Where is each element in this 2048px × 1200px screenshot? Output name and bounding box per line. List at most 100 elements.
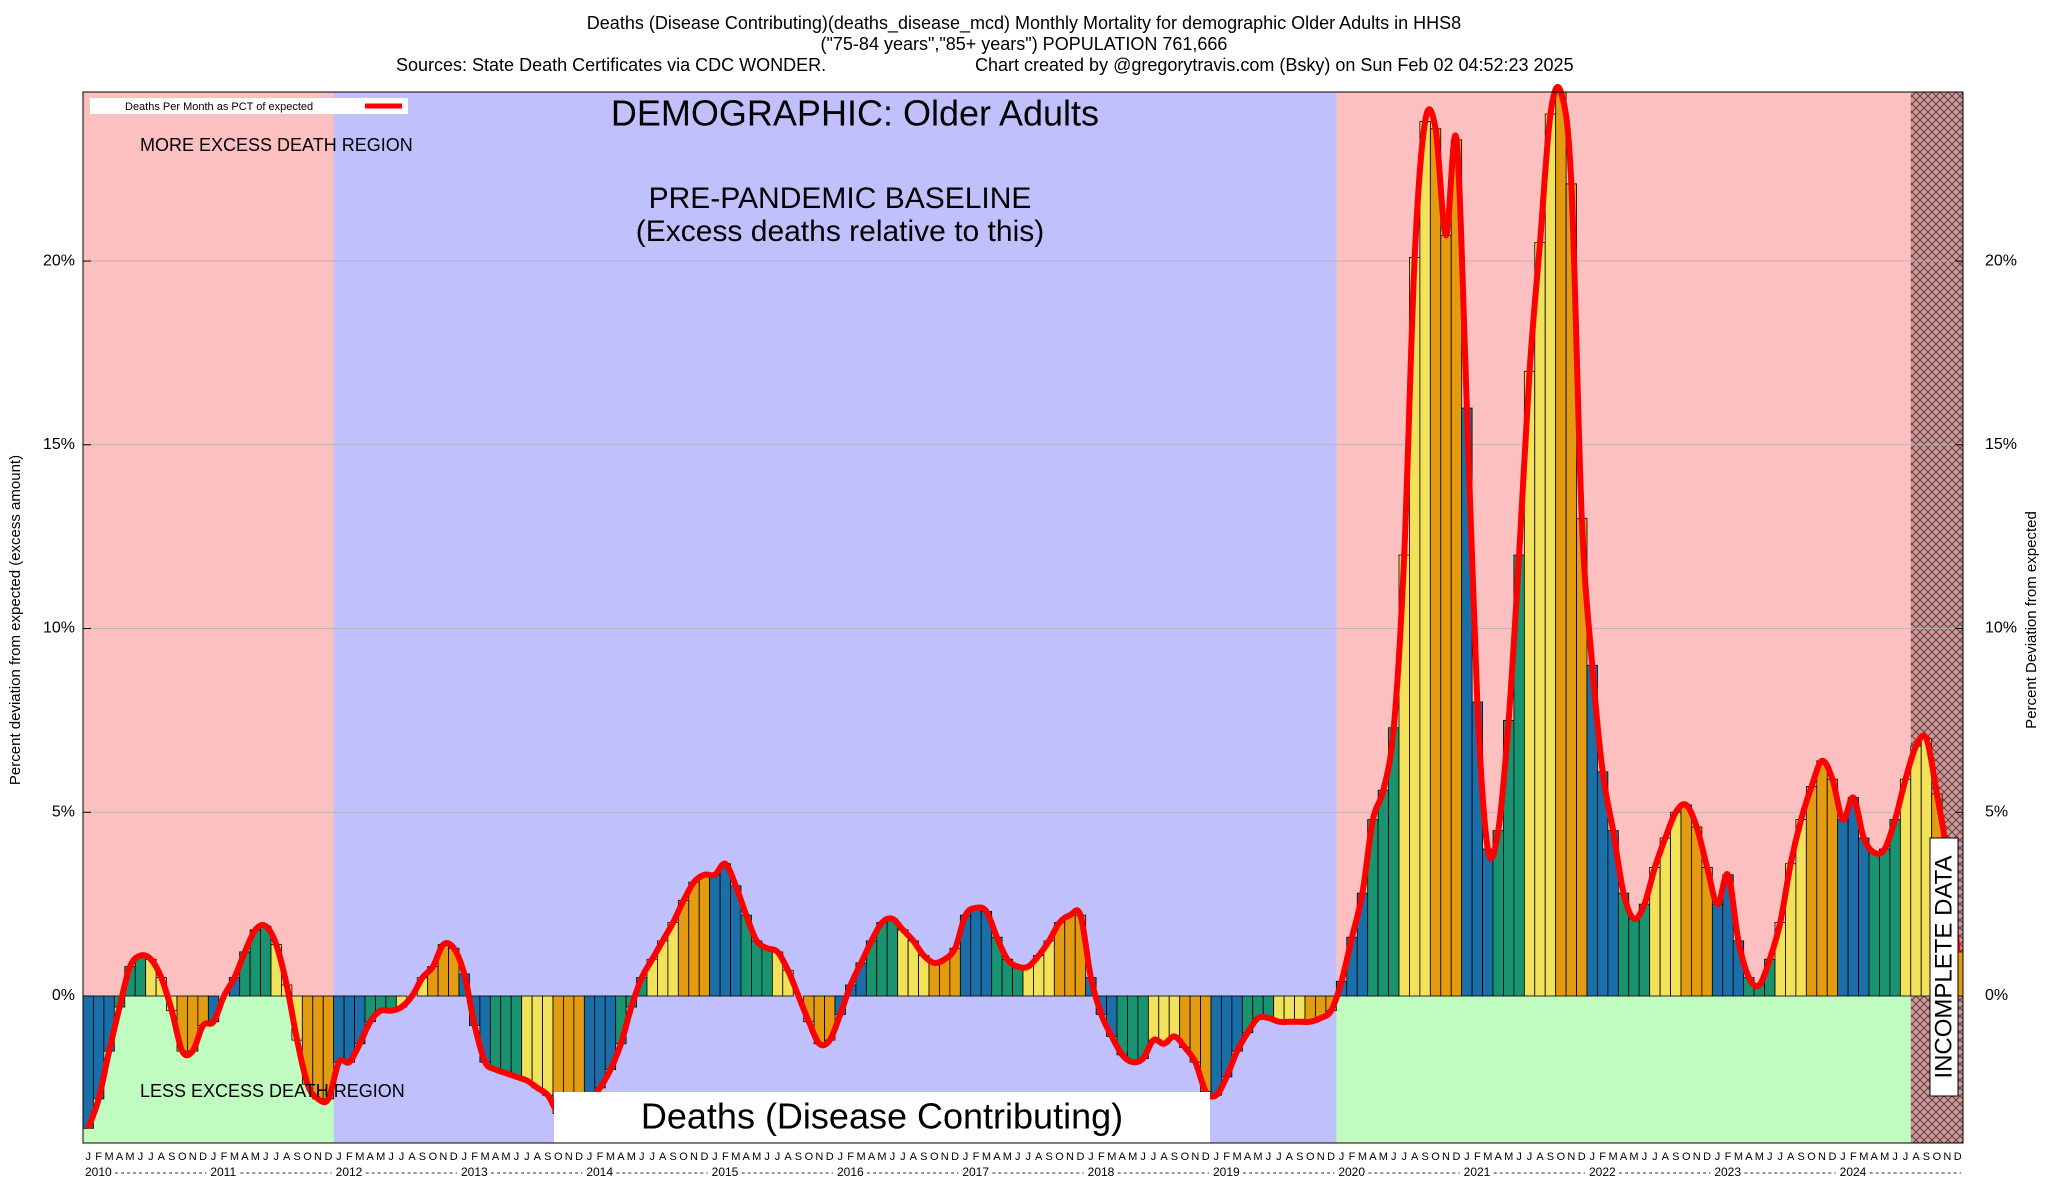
bar: [1022, 966, 1034, 997]
bar: [1826, 778, 1839, 997]
x-tick-label: S: [920, 1151, 927, 1163]
x-tick-label: J: [461, 1151, 467, 1163]
x-tick-label: M: [731, 1151, 740, 1163]
bar: [1858, 837, 1870, 997]
x-tick-label: A: [1745, 1151, 1753, 1163]
bar: [1711, 903, 1724, 997]
x-tick-label: O: [1933, 1151, 1942, 1163]
x-tick-label: D: [1202, 1151, 1210, 1163]
x-tick-label: A: [158, 1151, 166, 1163]
x-tick-label: S: [1045, 1151, 1052, 1163]
x-tick-label: A: [1662, 1151, 1670, 1163]
x-tick-label: S: [419, 1151, 426, 1163]
more-region-label: MORE EXCESS DEATH REGION: [140, 135, 413, 155]
x-tick-label: N: [1943, 1151, 1951, 1163]
x-tick-label: N: [439, 1151, 447, 1163]
x-tick-label: N: [815, 1151, 823, 1163]
x-tick-label: J: [587, 1151, 593, 1163]
bar: [1847, 797, 1859, 997]
x-tick-label: D: [450, 1151, 458, 1163]
x-tick-label: J: [273, 1151, 279, 1163]
x-tick-label: J: [1840, 1151, 1846, 1163]
bar: [1294, 995, 1306, 1023]
x-tick-label: J: [649, 1151, 655, 1163]
x-tick-label: J: [963, 1151, 969, 1163]
y-tick-label: 5%: [52, 803, 75, 820]
bar: [1816, 760, 1828, 997]
x-tick-label: J: [1140, 1151, 1146, 1163]
x-tick-label: D: [575, 1151, 583, 1163]
x-tick-label: D: [199, 1151, 207, 1163]
x-tick-label: J: [138, 1151, 144, 1163]
x-tick-label: J: [1652, 1151, 1658, 1163]
x-tick-label: M: [627, 1151, 636, 1163]
x-tick-label: A: [1119, 1151, 1127, 1163]
x-tick-label: M: [857, 1151, 866, 1163]
x-tick-label: J: [1266, 1151, 1272, 1163]
x-tick-label: S: [1923, 1151, 1930, 1163]
y-tick-label: 20%: [43, 252, 75, 269]
bar: [531, 995, 543, 1089]
y2-tick-label: 0%: [1985, 987, 2008, 1004]
x-tick-label: S: [1547, 1151, 1554, 1163]
x-tick-label: A: [910, 1151, 918, 1163]
x-tick-label: D: [1327, 1151, 1335, 1163]
x-tick-label: N: [690, 1151, 698, 1163]
x-tick-label: A: [241, 1151, 249, 1163]
x-tick-label: N: [1442, 1151, 1450, 1163]
x-tick-label: M: [1128, 1151, 1137, 1163]
y2-tick-label: 10%: [1985, 620, 2017, 637]
x-tick-label: D: [324, 1151, 332, 1163]
bar: [1837, 819, 1849, 997]
x-tick-label: N: [1693, 1151, 1701, 1163]
year-label: 2014: [586, 1165, 613, 1179]
x-tick-label: O: [805, 1151, 814, 1163]
x-tick-label: F: [973, 1151, 980, 1163]
y-axis-label: Percent deviation from expected (excess …: [7, 455, 24, 785]
x-tick-label: J: [1025, 1151, 1031, 1163]
x-tick-label: N: [1317, 1151, 1325, 1163]
incomplete-label: INCOMPLETE DATA: [1930, 855, 1957, 1078]
bar: [709, 874, 721, 997]
x-tick-label: D: [1578, 1151, 1586, 1163]
bar: [1440, 234, 1452, 997]
bar: [521, 995, 533, 1081]
x-tick-label: J: [1464, 1151, 1470, 1163]
x-tick-label: S: [1421, 1151, 1428, 1163]
x-tick-label: J: [764, 1151, 770, 1163]
x-tick-label: F: [597, 1151, 604, 1163]
less-region-label: LESS EXCESS DEATH REGION: [140, 1081, 405, 1101]
x-tick-label: A: [283, 1151, 291, 1163]
bar: [594, 995, 606, 1089]
x-tick-label: D: [951, 1151, 959, 1163]
x-tick-label: J: [1589, 1151, 1595, 1163]
x-tick-label: S: [293, 1151, 300, 1163]
x-tick-label: N: [1818, 1151, 1826, 1163]
x-tick-label: A: [617, 1151, 625, 1163]
y2-tick-label: 5%: [1985, 803, 2008, 820]
y-tick-label: 10%: [43, 620, 75, 637]
bar: [1429, 128, 1442, 997]
bar: [1910, 745, 1922, 997]
x-tick-label: J: [1401, 1151, 1407, 1163]
x-tick-label: A: [659, 1151, 667, 1163]
baseline-label: PRE-PANDEMIC BASELINE: [649, 182, 1032, 215]
bar: [1628, 918, 1640, 997]
x-tick-label: M: [1609, 1151, 1618, 1163]
bar: [1805, 786, 1818, 997]
credit: Chart created by @gregorytravis.com (Bsk…: [975, 55, 1574, 75]
x-tick-label: A: [116, 1151, 124, 1163]
x-tick-label: S: [544, 1151, 551, 1163]
bar: [1012, 966, 1024, 997]
metric-box: [554, 1092, 1210, 1143]
chart-title: Deaths (Disease Contributing)(deaths_dis…: [587, 13, 1461, 34]
legend-box: [90, 98, 408, 114]
bar: [751, 940, 763, 997]
x-tick-label: F: [346, 1151, 353, 1163]
bar: [1210, 995, 1222, 1096]
x-tick-label: J: [1642, 1151, 1648, 1163]
year-label: 2011: [210, 1165, 236, 1179]
year-label: 2021: [1464, 1165, 1491, 1179]
x-tick-label: S: [1171, 1151, 1178, 1163]
